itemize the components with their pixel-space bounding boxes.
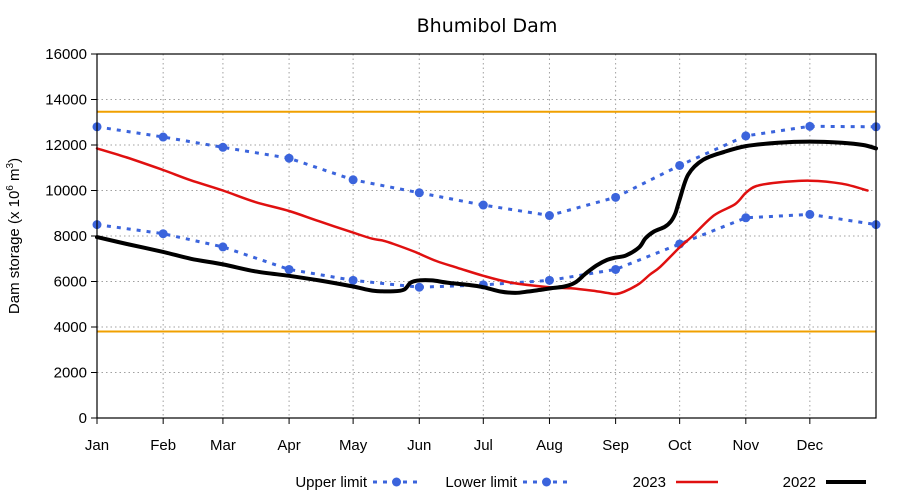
data-point-upper-limit bbox=[805, 121, 815, 131]
legend-label-2023: 2023 bbox=[633, 474, 666, 491]
y-tick-label: 8000 bbox=[54, 228, 87, 245]
data-point-lower-limit bbox=[544, 275, 554, 285]
x-tick-label: Jun bbox=[407, 437, 431, 454]
y-axis: 0 2000 4000 6000 8000 10000 12000 14000 16000 bbox=[45, 46, 97, 427]
data-point-lower-limit bbox=[414, 282, 424, 292]
legend: Upper limit Lower limit 2023 2022 bbox=[295, 474, 866, 491]
legend-label-lower-limit: Lower limit bbox=[445, 474, 518, 491]
x-tick-label: Jan bbox=[85, 437, 109, 454]
data-point-lower-limit bbox=[611, 264, 621, 274]
legend-label-2022: 2022 bbox=[783, 474, 816, 491]
x-tick-label: Mar bbox=[210, 437, 236, 454]
x-tick-label: Oct bbox=[668, 437, 692, 454]
data-point-upper-limit bbox=[218, 142, 228, 152]
y-tick-label: 12000 bbox=[45, 137, 87, 154]
x-tick-label: May bbox=[339, 437, 368, 454]
y-tick-label: 6000 bbox=[54, 274, 87, 291]
data-point-upper-limit bbox=[158, 132, 168, 142]
legend-label-upper-limit: Upper limit bbox=[295, 474, 368, 491]
x-tick-label: Dec bbox=[796, 437, 823, 454]
y-tick-label: 14000 bbox=[45, 92, 87, 109]
y-tick-label: 4000 bbox=[54, 319, 87, 336]
data-point-lower-limit bbox=[348, 275, 358, 285]
legend-marker-upper-limit bbox=[392, 477, 401, 487]
x-tick-label: Feb bbox=[150, 437, 176, 454]
data-point-lower-limit bbox=[218, 242, 228, 252]
data-point-upper-limit bbox=[741, 131, 751, 141]
x-tick-label: Apr bbox=[277, 437, 300, 454]
y-tick-label: 2000 bbox=[54, 365, 87, 382]
x-tick-label: Nov bbox=[732, 437, 759, 454]
y-tick-label: 10000 bbox=[45, 183, 87, 200]
data-point-upper-limit bbox=[414, 188, 424, 198]
data-point-lower-limit bbox=[158, 229, 168, 239]
x-tick-label: Jul bbox=[474, 437, 493, 454]
data-point-upper-limit bbox=[611, 192, 621, 202]
data-point-upper-limit bbox=[348, 175, 358, 185]
x-tick-label: Sep bbox=[602, 437, 629, 454]
chart-title: Bhumibol Dam bbox=[417, 15, 558, 37]
limit-lines bbox=[97, 110, 876, 333]
y-tick-label: 16000 bbox=[45, 46, 87, 63]
data-point-lower-limit bbox=[805, 209, 815, 219]
data-point-lower-limit bbox=[741, 213, 751, 223]
series-line-2022 bbox=[95, 139, 878, 295]
data-point-upper-limit bbox=[284, 153, 294, 163]
data-point-lower-limit bbox=[284, 264, 294, 274]
legend-marker-lower-limit bbox=[542, 477, 551, 487]
x-tick-label: Aug bbox=[536, 437, 563, 454]
data-point-upper-limit bbox=[478, 200, 488, 210]
y-axis-label: Dam storage (x 106 m3) bbox=[5, 158, 23, 314]
y-tick-label: 0 bbox=[79, 410, 87, 427]
x-axis: Jan Feb Mar Apr May Jun Jul Aug Sep Oct Nov Dec bbox=[85, 418, 824, 454]
series-lines bbox=[92, 121, 881, 296]
data-point-upper-limit bbox=[675, 160, 685, 170]
data-point-upper-limit bbox=[544, 211, 554, 221]
